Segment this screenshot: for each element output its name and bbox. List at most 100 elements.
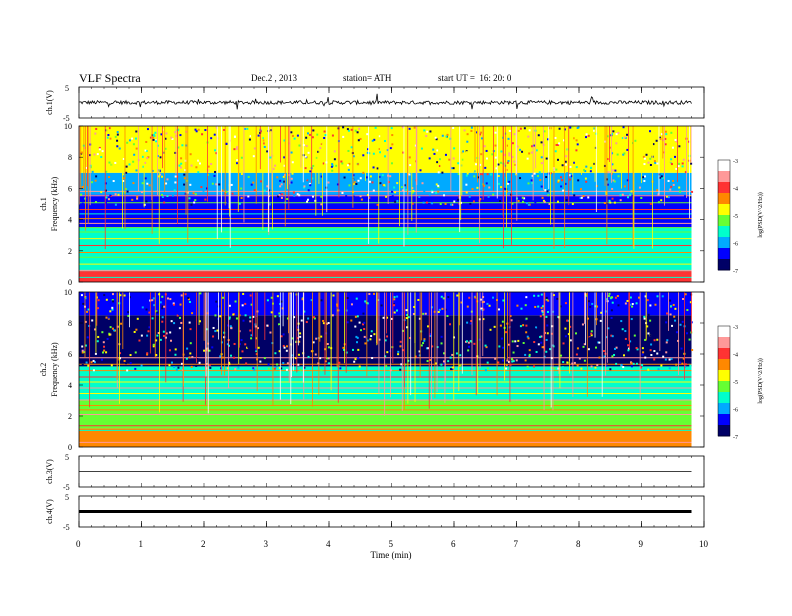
speckle xyxy=(498,338,501,341)
speckle xyxy=(278,350,281,353)
speckle xyxy=(231,192,234,195)
speckle xyxy=(611,301,614,304)
speckle xyxy=(194,199,197,202)
speckle xyxy=(622,153,625,156)
ch4-waveform-ytick-top: 5 xyxy=(65,493,69,502)
ch1-spectrogram-ylabel-frequency: Frequency (kHz) xyxy=(50,176,59,231)
xtick-9: 9 xyxy=(639,539,644,549)
speckle xyxy=(311,177,314,180)
speckle xyxy=(525,331,528,334)
speckle xyxy=(437,184,440,187)
speckle xyxy=(97,335,100,338)
speckle xyxy=(355,297,358,300)
speckle xyxy=(444,153,447,156)
speckle xyxy=(389,196,392,199)
speckle xyxy=(521,150,524,153)
speckle xyxy=(630,190,633,193)
speckle xyxy=(100,358,103,361)
speckle xyxy=(657,368,660,371)
speckle xyxy=(322,162,325,165)
speckle xyxy=(183,183,186,186)
speckle xyxy=(356,315,359,318)
speckle xyxy=(138,339,141,342)
speckle xyxy=(439,203,442,206)
speckle xyxy=(242,292,245,295)
speckle xyxy=(226,165,229,168)
speckle xyxy=(457,301,460,304)
speckle xyxy=(423,339,426,342)
colorbar-cell xyxy=(718,345,730,349)
speckle xyxy=(479,173,482,176)
speckle xyxy=(643,163,646,166)
ch1-spectrogram-ytick-6: 6 xyxy=(68,184,72,193)
speckle xyxy=(154,181,157,184)
speckle xyxy=(636,348,639,351)
speckle xyxy=(162,330,165,333)
speckle xyxy=(511,360,514,363)
speckle xyxy=(679,323,682,326)
speckle xyxy=(148,311,151,314)
speckle xyxy=(533,294,536,297)
speckle xyxy=(171,194,174,197)
speckle xyxy=(95,175,98,178)
speckle xyxy=(517,129,520,132)
speckle xyxy=(354,129,357,132)
speckle xyxy=(420,330,423,333)
speckle xyxy=(90,361,93,364)
speckle xyxy=(173,293,176,296)
speckle xyxy=(391,346,394,349)
speckle xyxy=(341,191,344,194)
speckle xyxy=(104,189,107,192)
speckle xyxy=(545,157,548,160)
speckle xyxy=(365,176,368,179)
speckle xyxy=(512,360,515,363)
frequency-band-2 xyxy=(79,194,692,228)
speckle xyxy=(310,299,313,302)
speckle xyxy=(629,296,632,299)
speckle xyxy=(173,189,176,192)
ch2-spectrogram-ytick-4: 4 xyxy=(68,381,72,390)
speckle xyxy=(307,317,310,320)
speckle xyxy=(559,305,562,308)
speckle xyxy=(386,335,389,338)
speckle xyxy=(85,166,88,169)
speckle xyxy=(167,297,170,300)
speckle xyxy=(466,305,469,308)
speckle xyxy=(289,140,292,143)
speckle xyxy=(125,171,128,174)
speckle xyxy=(488,304,491,307)
speckle xyxy=(368,180,371,183)
speckle xyxy=(598,356,601,359)
speckle xyxy=(602,350,605,353)
speckle xyxy=(682,298,685,301)
speckle xyxy=(611,197,614,200)
speckle xyxy=(172,302,175,305)
speckle xyxy=(593,129,596,132)
speckle xyxy=(649,349,652,352)
speckle xyxy=(532,144,535,147)
speckle xyxy=(170,361,173,364)
speckle xyxy=(412,189,415,192)
speckle xyxy=(665,133,668,136)
speckle xyxy=(427,325,430,328)
colorbar-cell xyxy=(718,217,730,221)
speckle xyxy=(209,366,212,369)
speckle xyxy=(323,130,326,133)
speckle xyxy=(373,138,376,141)
speckle xyxy=(372,189,375,192)
ch2-spectrogram-ytick-2: 2 xyxy=(68,412,72,421)
speckle xyxy=(157,155,160,158)
speckle xyxy=(417,298,420,301)
speckle xyxy=(292,191,295,194)
speckle xyxy=(643,175,646,178)
speckle xyxy=(657,193,660,196)
speckle xyxy=(622,354,625,357)
speckle xyxy=(276,295,279,298)
speckle xyxy=(293,316,296,319)
speckle xyxy=(508,154,511,157)
speckle xyxy=(132,160,135,163)
speckle xyxy=(417,198,420,201)
speckle xyxy=(165,182,168,185)
speckle xyxy=(669,313,672,316)
